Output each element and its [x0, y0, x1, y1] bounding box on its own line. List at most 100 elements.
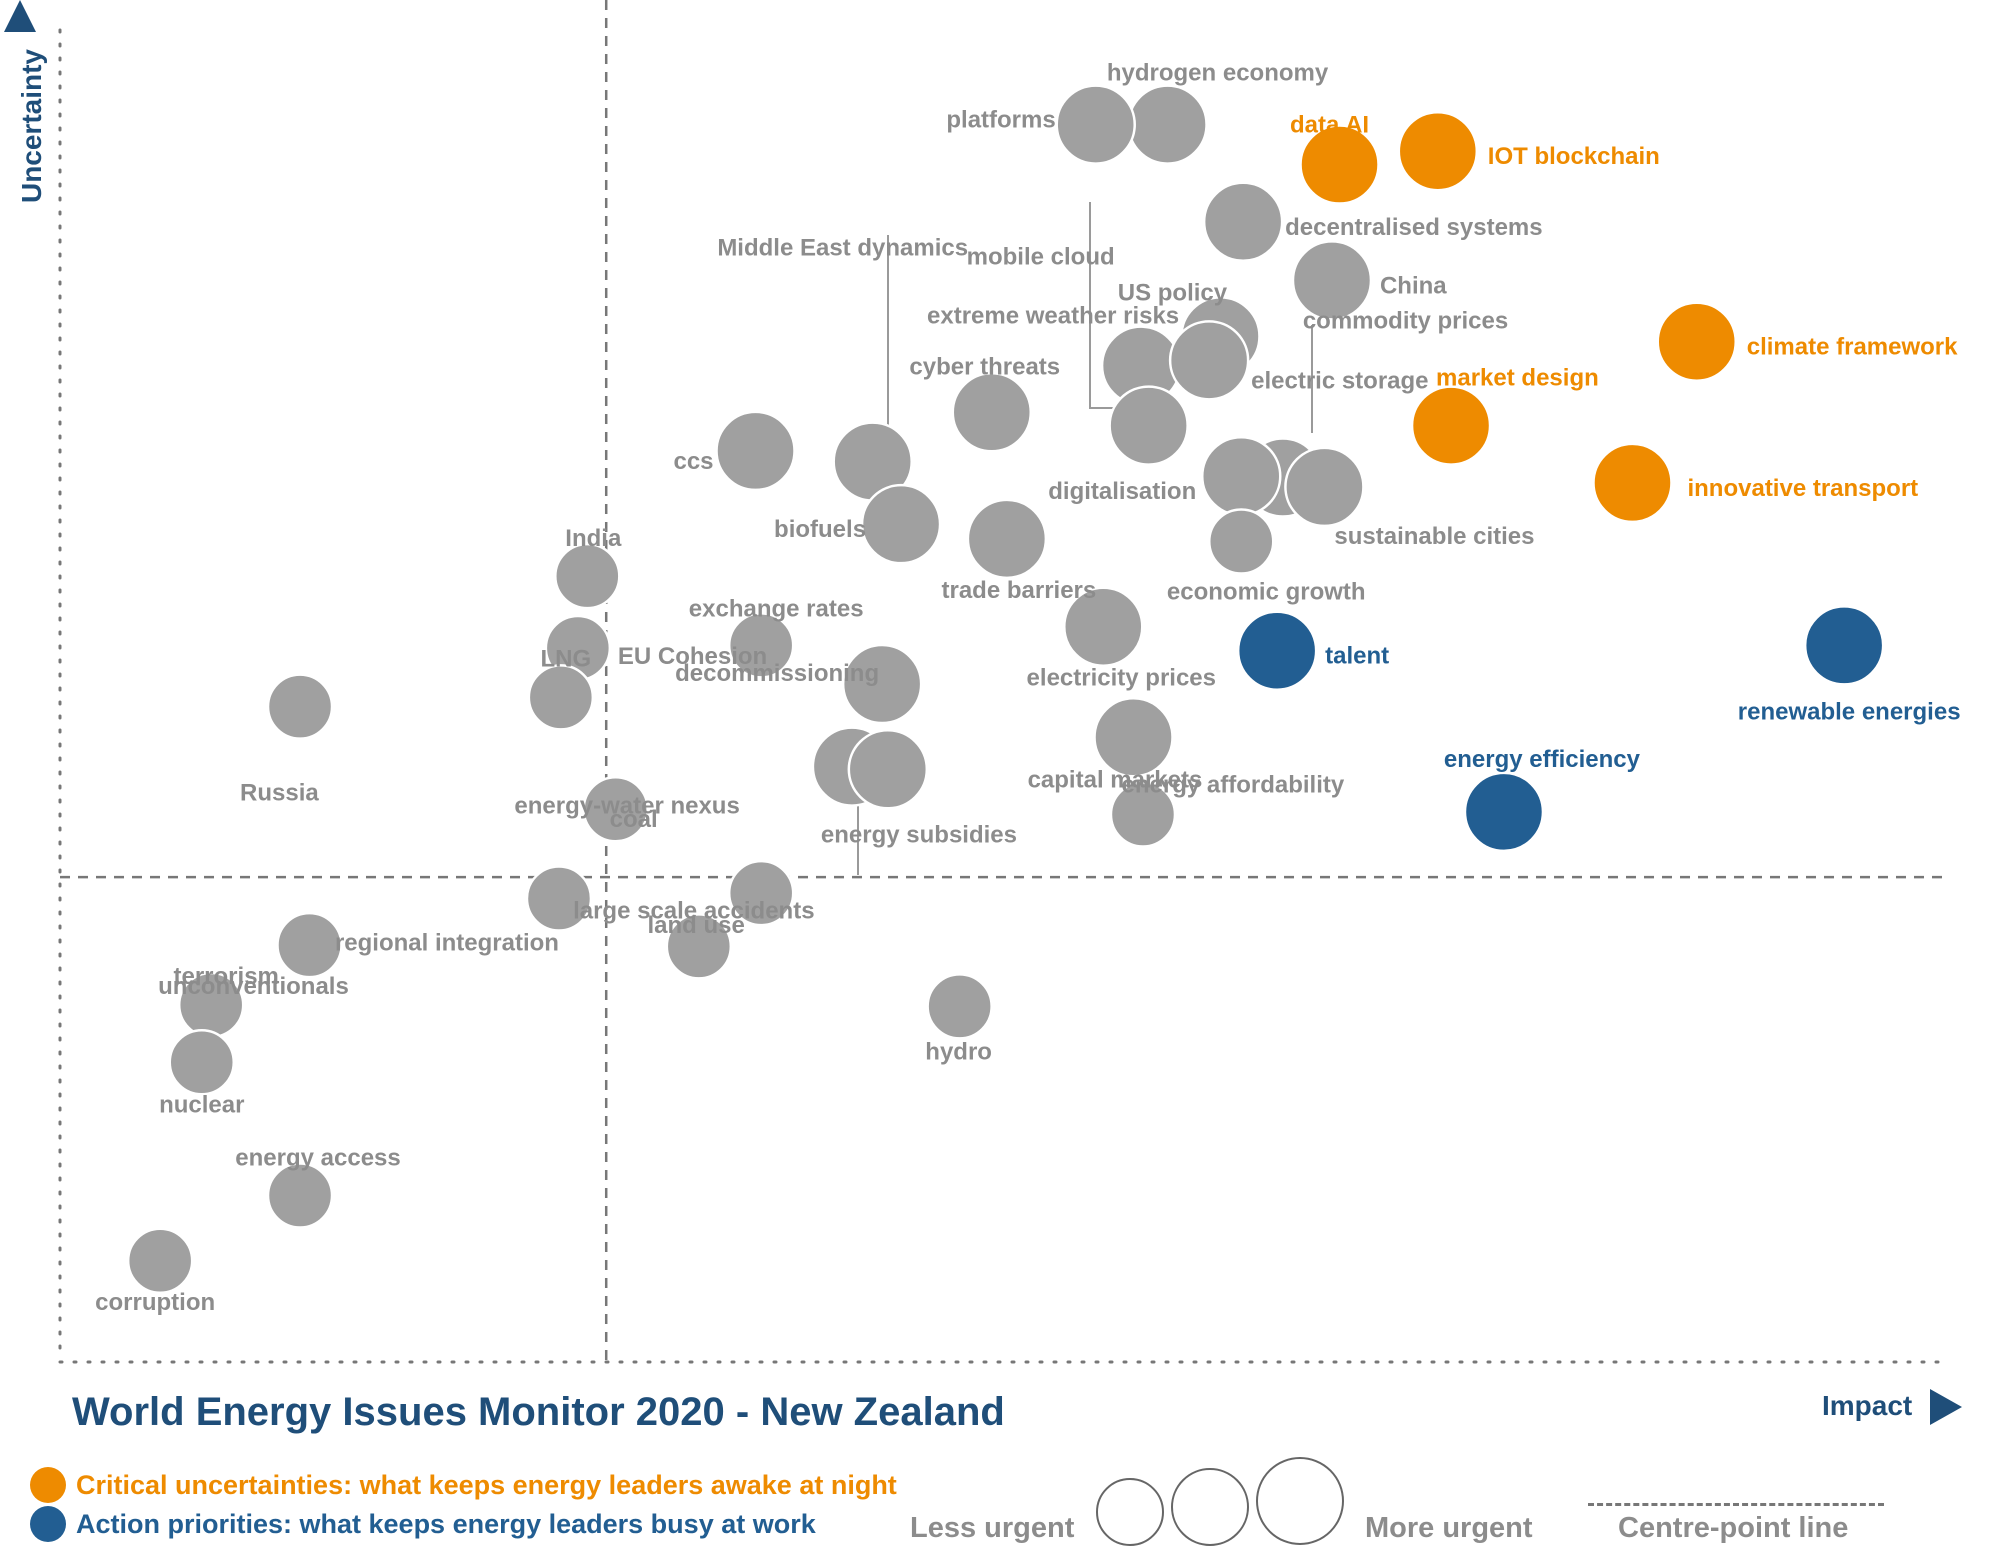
bubble-lng [527, 664, 595, 731]
legend-action-swatch [30, 1506, 66, 1542]
bubble-exchange-rates [727, 612, 795, 679]
legend-action-text: Action priorities: what keeps energy lea… [76, 1508, 816, 1539]
legend-critical-swatch [30, 1467, 66, 1503]
label-sustainable-cities: sustainable cities [1334, 523, 1534, 550]
label-biofuels: biofuels [774, 516, 866, 543]
bubble-energy-affordability [1093, 697, 1174, 778]
label-unconventionals: unconventionals [158, 973, 349, 1000]
bubble-regional-integration [525, 865, 593, 932]
y-axis-title: Uncertainty [16, 48, 47, 204]
bubble-corruption [126, 1227, 194, 1295]
bubble-land-use [727, 859, 795, 927]
chart-title: World Energy Issues Monitor 2020 - New Z… [72, 1390, 1005, 1434]
bubble-market-design [1410, 385, 1492, 466]
label-talent: talent [1325, 643, 1389, 670]
label-electricity-prices: electricity prices [1027, 665, 1216, 692]
bubble-digitalisation [1201, 435, 1282, 517]
bubble-talent [1236, 610, 1318, 691]
label-energy-water-nexus: energy-water nexus [514, 792, 739, 819]
label-data-ai: data AI [1290, 112, 1369, 139]
bubble-trade-barriers [966, 498, 1048, 580]
legend-more-urgent: More urgent [1365, 1512, 1533, 1544]
label-decentralised-systems: decentralised systems [1285, 214, 1542, 241]
bubble-decentralised-systems [1202, 181, 1284, 263]
legend-critical-text: Critical uncertainties: what keeps energ… [76, 1469, 897, 1500]
bubble-iot-blockchain [1397, 110, 1479, 192]
label-extreme-weather-risks: extreme weather risks [927, 303, 1179, 330]
bubble-data-ai [1299, 124, 1380, 205]
label-eu-cohesion: EU Cohesion [618, 643, 767, 670]
label-exchange-rates: exchange rates [689, 595, 864, 622]
legend-action: Action priorities: what keeps energy lea… [30, 1506, 816, 1542]
label-commodity-prices: commodity prices [1303, 308, 1508, 335]
legend-centre-point-label: Centre-point line [1618, 1512, 1849, 1544]
label-hydro: hydro [925, 1038, 992, 1065]
label-cyber-threats: cyber threats [909, 353, 1060, 380]
bubble-economic-growth [1208, 508, 1275, 575]
label-land-use: land use [648, 912, 745, 939]
legend-size-medium [1171, 1468, 1249, 1546]
bubble-india [554, 542, 621, 610]
label-mobile-cloud: mobile cloud [967, 244, 1115, 271]
legend-critical: Critical uncertainties: what keeps energ… [30, 1467, 897, 1503]
label-electric-storage: electric storage [1251, 367, 1428, 394]
bubble-hydro [926, 973, 993, 1040]
bubble-sustainable-cities [1284, 446, 1365, 528]
bubble-ccs [715, 410, 796, 492]
bubble-renewable-energies [1803, 605, 1885, 686]
bubble-unconventionals [276, 911, 343, 979]
label-energy-subsidies: energy subsidies [821, 822, 1017, 849]
label-trade-barriers: trade barriers [942, 577, 1097, 604]
bubble-hydrogen-economy [1127, 84, 1208, 165]
label-energy-access: energy access [235, 1145, 400, 1172]
bubble-label-layer: hydrogen economy platforms data AI IOT bloc… [95, 60, 1960, 1316]
label-energy-efficiency: energy efficiency [1444, 746, 1641, 773]
bubble-energy-efficiency [1463, 771, 1545, 853]
bubble-electricity-prices [1063, 586, 1144, 667]
label-lng: LNG [541, 645, 592, 672]
legend-centre-line [1588, 1503, 1884, 1506]
label-regional-integration: regional integration [335, 929, 559, 956]
label-market-design: market design [1436, 365, 1599, 392]
label-platforms: platforms [946, 107, 1055, 134]
label-innovative-transport: innovative transport [1687, 475, 1918, 502]
y-axis-arrow [4, 0, 36, 32]
label-energy-affordability: energy affordability [1122, 771, 1345, 798]
label-coal: coal [610, 806, 658, 833]
bubble-climate-framework [1656, 301, 1737, 382]
label-terrorism: terrorism [174, 963, 279, 990]
label-middle-east-dynamics: Middle East dynamics [717, 235, 968, 262]
bubble-electric-storage [1168, 320, 1250, 401]
bubble-platforms [1055, 84, 1136, 165]
legend-less-urgent: Less urgent [910, 1512, 1075, 1544]
legend-size-small [1096, 1478, 1164, 1546]
label-hydrogen-economy: hydrogen economy [1107, 60, 1329, 87]
label-india: India [565, 525, 622, 552]
x-axis-title: Impact [1822, 1390, 1913, 1421]
legend-size-large [1256, 1457, 1344, 1545]
label-large-scale-accidents: large scale accidents [573, 897, 814, 924]
bubble-decommissioning [841, 643, 923, 725]
label-climate-framework: climate framework [1747, 334, 1958, 361]
label-us-policy: US policy [1118, 279, 1228, 306]
label-china: China [1380, 272, 1447, 299]
bubble-mobile-cloud [1108, 385, 1189, 466]
label-russia: Russia [240, 780, 319, 807]
bubble-large-scale-accidents [665, 913, 733, 980]
label-ccs: ccs [673, 448, 713, 475]
bubble-layer [126, 84, 1885, 1295]
bubble-capital-markets [1109, 781, 1177, 848]
bubble-cyber-threats [951, 372, 1033, 453]
label-nuclear: nuclear [159, 1091, 244, 1118]
bubble-biofuels [860, 483, 942, 565]
bubble-china [1291, 240, 1373, 321]
label-iot-blockchain: IOT blockchain [1488, 143, 1660, 170]
label-decommissioning: decommissioning [675, 660, 879, 687]
chart-axes [4, 0, 1962, 1425]
bubble-nuclear [168, 1029, 235, 1096]
bubble-innovative-transport [1592, 442, 1673, 524]
x-axis-arrow [1930, 1389, 1962, 1425]
label-corruption: corruption [95, 1289, 215, 1316]
label-economic-growth: economic growth [1167, 578, 1366, 605]
